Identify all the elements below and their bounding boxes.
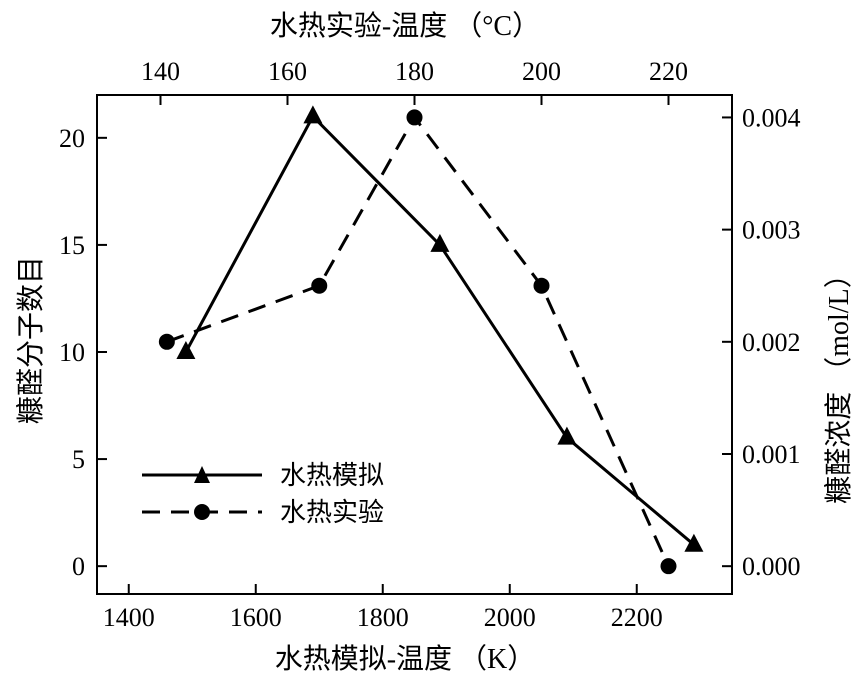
top-x-tick-label: 220 — [649, 57, 688, 86]
left-y-tick-label: 20 — [59, 124, 85, 153]
top-x-tick-label: 140 — [141, 57, 180, 86]
data-point-triangle — [684, 533, 704, 552]
data-point-circle — [406, 109, 423, 126]
right-y-tick-label: 0.000 — [742, 552, 801, 581]
left-axis-title: 糠醛分子数目 — [15, 256, 47, 424]
bottom-axis-title: 水热模拟-温度 （K） — [275, 643, 536, 675]
data-point-triangle — [557, 426, 577, 445]
legend-marker-triangle — [194, 466, 210, 483]
data-point-circle — [311, 277, 328, 294]
right-y-tick-label: 0.002 — [742, 328, 801, 357]
data-point-triangle — [430, 233, 450, 252]
data-point-circle — [533, 277, 550, 294]
left-y-tick-label: 10 — [59, 338, 85, 367]
right-y-tick-label: 0.004 — [742, 103, 801, 132]
series-line-0 — [184, 113, 695, 546]
top-x-tick-label: 160 — [268, 57, 307, 86]
legend: 水热模拟 水热实验 — [142, 461, 384, 527]
series-layer — [158, 105, 704, 575]
legend-label-simulation: 水热模拟 — [280, 461, 384, 490]
bottom-x-tick-label: 1400 — [103, 603, 155, 632]
data-point-triangle — [176, 340, 196, 359]
bottom-x-tick-label: 1800 — [357, 603, 409, 632]
right-axis-title: 糠醛浓度 （mol/L） — [823, 260, 855, 503]
legend-marker-circle — [194, 504, 210, 520]
right-y-tick-label: 0.003 — [742, 216, 801, 245]
data-point-triangle — [303, 105, 323, 124]
plot-frame — [96, 94, 733, 595]
left-y-tick-label: 5 — [72, 445, 85, 474]
data-point-circle — [660, 558, 677, 575]
left-y-tick-label: 15 — [59, 231, 85, 260]
data-point-circle — [158, 333, 175, 350]
top-x-tick-label: 200 — [522, 57, 561, 86]
left-y-tick-label: 0 — [72, 552, 85, 581]
series-line-1 — [166, 114, 670, 567]
top-x-tick-label: 180 — [395, 57, 434, 86]
bottom-x-tick-label: 2000 — [484, 603, 536, 632]
bottom-x-tick-label: 2200 — [611, 603, 663, 632]
bottom-x-tick-label: 1600 — [230, 603, 282, 632]
legend-label-experiment: 水热实验 — [280, 498, 384, 527]
top-axis-title: 水热实验-温度 （°C） — [270, 10, 540, 42]
right-y-tick-label: 0.001 — [742, 440, 801, 469]
